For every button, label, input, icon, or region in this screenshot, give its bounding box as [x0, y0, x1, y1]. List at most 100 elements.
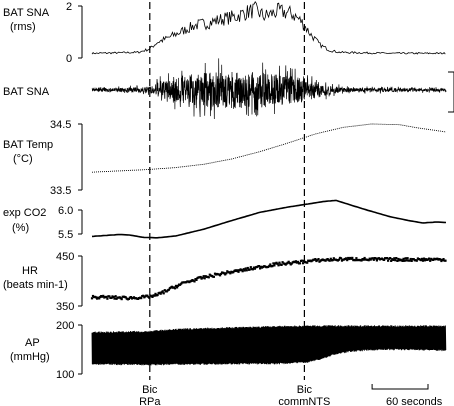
hr-point [281, 261, 284, 264]
hr-point [151, 295, 154, 298]
ylabel-hr-line2: (beats min-1) [3, 279, 68, 291]
hr-point [374, 257, 377, 260]
panel-ap: AP (mmHg) 200 100 [10, 320, 447, 381]
y-tick-label-bat-temp-bottom: 33.5 [50, 185, 71, 197]
hr-point [377, 257, 380, 260]
hr-point [249, 266, 252, 269]
panel-bat-sna-rms: BAT SNA (rms) 2 0 [3, 1, 446, 65]
amplitude-scale-bracket [448, 71, 454, 113]
hr-point [102, 294, 105, 297]
hr-point [246, 266, 249, 270]
panel-bat-temp: BAT Temp (°C) 34.5 33.5 [3, 119, 447, 197]
hr-point [248, 268, 251, 271]
hr-point [362, 258, 365, 261]
hr-point [278, 261, 281, 264]
time-scale-bar: 60 seconds [371, 384, 443, 406]
hr-point [242, 268, 245, 271]
hr-point [372, 258, 375, 261]
ylabel-exp-co2-line1-text: exp CO2 [3, 207, 46, 219]
hr-point [110, 296, 113, 299]
ylabel-hr-line1: HR [22, 265, 38, 277]
y-tick-label-ap-bottom: 100 [56, 369, 74, 381]
hr-point [298, 262, 302, 265]
hr-point [402, 257, 405, 260]
y-tick-label-bat-temp-top: 34.5 [50, 119, 71, 131]
hr-point [201, 276, 204, 279]
hr-point [153, 294, 156, 297]
ylabel-bat-sna-raw: BAT SNA [3, 86, 50, 98]
hr-point [251, 268, 254, 271]
hr-point [387, 259, 390, 262]
hr-point [174, 284, 178, 287]
hr-point [331, 259, 334, 262]
hr-point [415, 259, 418, 262]
hr-point [193, 280, 196, 283]
hr-point [439, 258, 442, 261]
hr-point [232, 271, 235, 274]
hr-point [95, 296, 98, 299]
hr-point [421, 259, 425, 262]
hr-point [280, 263, 283, 266]
hr-point [105, 295, 108, 298]
hr-point [162, 292, 165, 295]
event-markers: Bic RPa Bic commNTS [139, 2, 330, 406]
hr-point [317, 258, 320, 261]
hr-point [140, 297, 143, 300]
hr-point [383, 258, 386, 261]
hr-point [410, 259, 413, 262]
hr-point [360, 259, 363, 262]
hr-point [202, 275, 205, 278]
hr-point [401, 259, 404, 262]
hr-point [346, 259, 349, 262]
hr-point [273, 264, 276, 267]
hr-point [329, 257, 332, 260]
hr-point [114, 295, 117, 298]
hr-point [167, 288, 170, 291]
hr-point [236, 269, 239, 272]
hr-point [302, 262, 305, 265]
hr-point [142, 294, 145, 297]
y-tick-label-hr-bottom: 350 [56, 301, 74, 313]
hr-point [290, 262, 293, 265]
hr-point [339, 257, 343, 260]
ylabel-bat-sna-rms-line1: BAT SNA [3, 7, 50, 19]
hr-point [163, 289, 166, 292]
hr-point [406, 257, 409, 260]
hr-point [394, 259, 397, 262]
hr-point [156, 293, 159, 297]
hr-point [390, 259, 393, 262]
marker-label-bic-commnts-line2: commNTS [278, 396, 330, 406]
hr-point [294, 260, 297, 263]
marker-label-bic-commnts-line1: Bic [297, 384, 313, 396]
hr-point [90, 297, 94, 300]
marker-label-bic-rpa-line1: Bic [142, 384, 158, 396]
ylabel-ap-line1: AP [25, 337, 40, 349]
hr-point [392, 258, 395, 261]
hr-point [253, 267, 256, 270]
hr-point [301, 259, 304, 262]
trace-hr [90, 256, 447, 301]
hr-point [98, 297, 101, 300]
panel-exp-co2: exp CO2 (%) 6.0 5.5 [3, 199, 447, 241]
hr-point [120, 298, 123, 301]
hr-point [403, 259, 406, 262]
hr-point [129, 296, 132, 299]
hr-point [405, 259, 408, 262]
hr-point [113, 297, 116, 300]
scale-bar-label: 60 seconds [386, 396, 443, 406]
panel-hr: HR (beats min-1) 450 350 [3, 251, 447, 313]
hr-point [296, 260, 300, 263]
hr-point [106, 297, 109, 300]
hr-point [154, 292, 157, 295]
hr-point [354, 259, 357, 262]
y-tick-label-hr-top: 450 [56, 251, 74, 263]
hr-point [241, 270, 244, 273]
hr-point [375, 259, 378, 262]
hr-point [229, 272, 232, 275]
ylabel-bat-temp-line2: (°C) [13, 153, 33, 165]
trace-bat-sna-rms [91, 1, 446, 55]
hr-point [127, 297, 130, 300]
hr-point [220, 272, 223, 275]
hr-point [404, 257, 407, 260]
